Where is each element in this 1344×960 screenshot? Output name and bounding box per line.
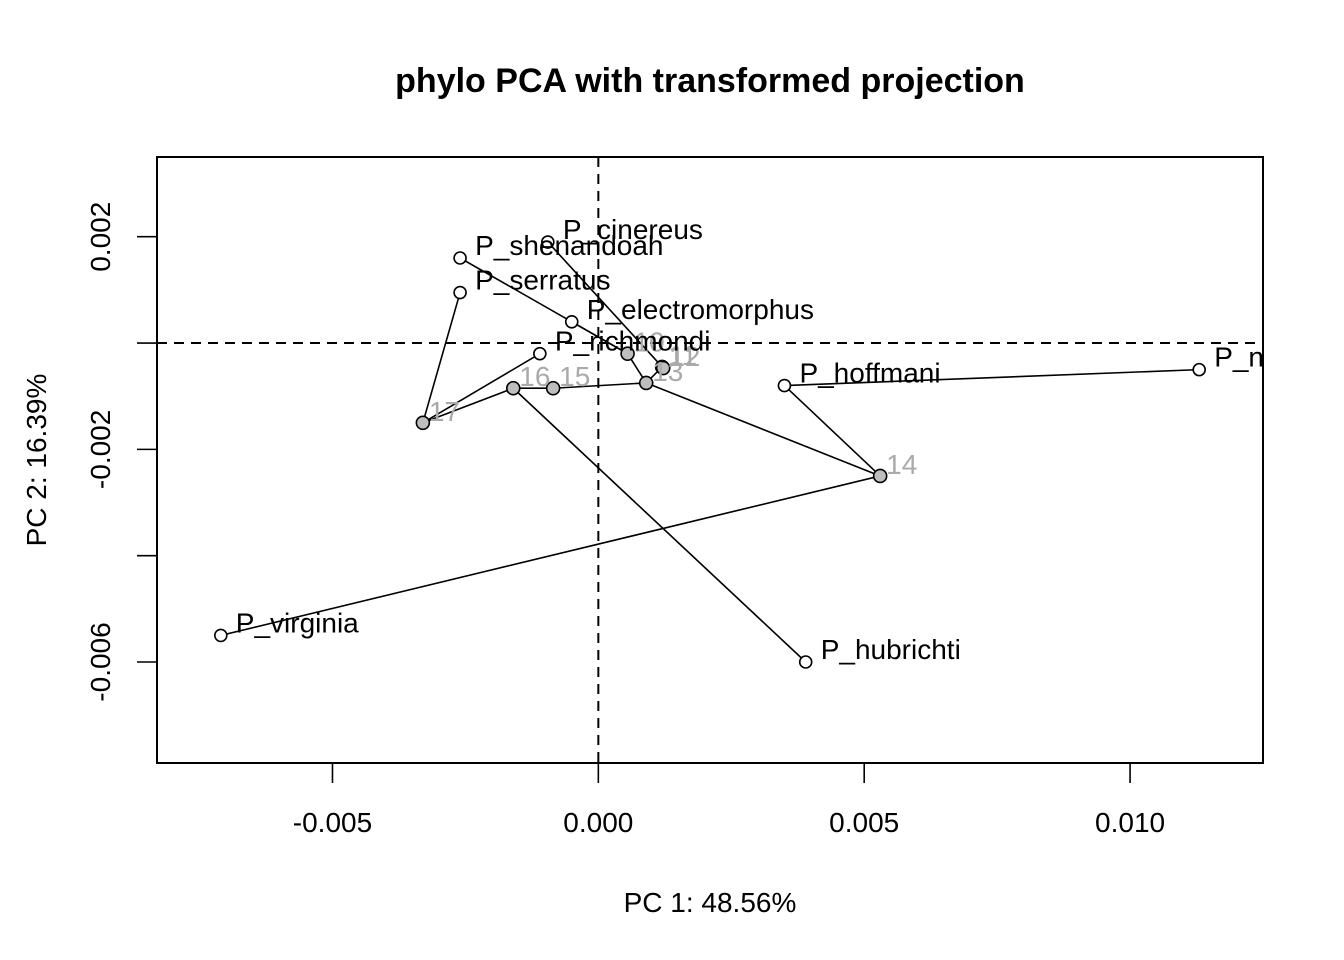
- tip-point: [453, 285, 467, 300]
- node-label: 15: [559, 361, 590, 392]
- tree-edge: [547, 241, 664, 369]
- tip-point: [533, 346, 547, 361]
- x-axis-label: PC 1: 48.56%: [624, 887, 797, 918]
- node-point: [872, 468, 888, 484]
- node-point: [638, 375, 654, 391]
- x-tick-label: -0.005: [293, 807, 372, 838]
- tip-point: [1192, 362, 1206, 377]
- tip-label: P_cinereus: [563, 214, 703, 245]
- plot-frame: [156, 156, 1264, 764]
- node-label: 17: [429, 396, 460, 427]
- tree-edge: [422, 352, 541, 424]
- tip-label: P_n: [1214, 342, 1264, 373]
- tip-point: [214, 628, 228, 643]
- node-label: 14: [886, 449, 917, 480]
- node-label: 10: [634, 327, 665, 358]
- y-tick-label: -0.006: [85, 622, 116, 701]
- node-label: 16: [519, 361, 550, 392]
- tip-label: P_shenandoah: [475, 230, 663, 261]
- node-label: 11: [668, 340, 697, 371]
- node-label: 12: [669, 341, 700, 372]
- tree-edge: [422, 387, 514, 424]
- node-label: 13: [652, 356, 683, 387]
- tree-edge: [645, 382, 881, 477]
- tree-edge: [783, 384, 881, 477]
- tree-edge: [459, 257, 628, 355]
- x-tick-label: 0.010: [1095, 807, 1165, 838]
- tip-point: [798, 655, 813, 669]
- tip-label: P_hoffmani: [799, 358, 940, 389]
- tip-label: P_virginia: [236, 607, 359, 638]
- tree-edge: [422, 292, 461, 424]
- y-tick-label: -0.002: [85, 410, 116, 489]
- tip-label: P_electromorphus: [587, 294, 814, 325]
- node-point: [415, 415, 431, 431]
- tree-edge: [784, 368, 1200, 387]
- y-tick-label: 0.002: [85, 202, 116, 272]
- node-point: [505, 380, 521, 396]
- tree-edge: [553, 382, 647, 390]
- x-tick-label: 0.000: [563, 807, 633, 838]
- tip-point: [777, 378, 792, 393]
- tree-edge: [512, 387, 807, 663]
- tip-label: P_hubrichti: [821, 634, 961, 665]
- y-axis-label: PC 2: 16.39%: [21, 374, 52, 547]
- tip-point: [453, 251, 467, 265]
- tip-point: [564, 314, 579, 329]
- node-point: [620, 346, 635, 361]
- node-point: [655, 360, 671, 376]
- node-point: [545, 380, 561, 396]
- tip-point: [541, 235, 555, 249]
- chart-title: phylo PCA with transformed projection: [395, 62, 1025, 100]
- tip-label: P_richmondi: [555, 326, 711, 357]
- x-tick-label: 0.005: [829, 807, 899, 838]
- tip-label: P_serratus: [475, 265, 610, 296]
- tree-edge: [220, 475, 881, 637]
